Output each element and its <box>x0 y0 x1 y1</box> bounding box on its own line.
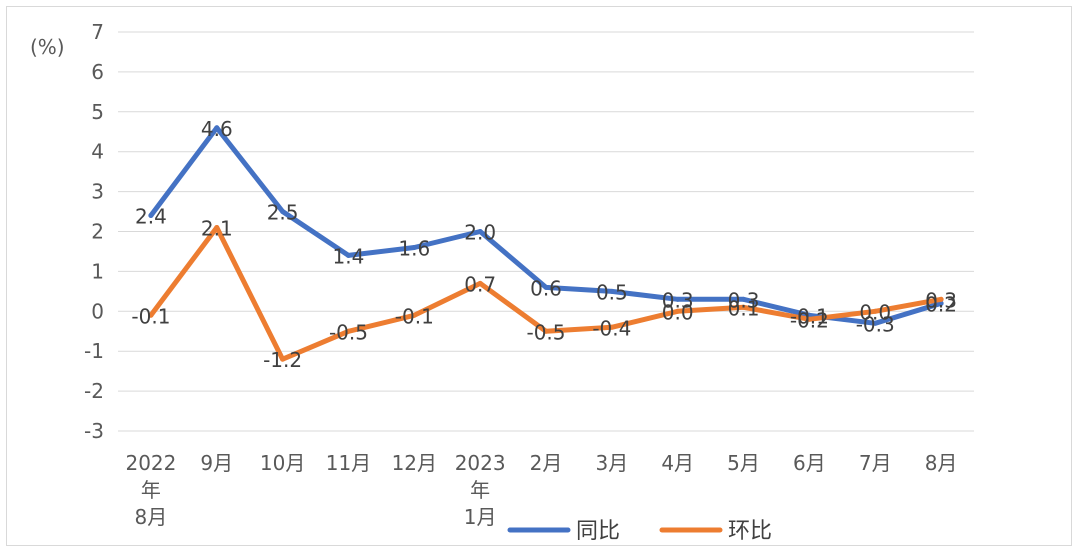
data-label: -0.3 <box>856 312 895 336</box>
x-tick-label: 9月 <box>200 451 233 475</box>
data-label: 0.0 <box>662 300 694 324</box>
y-tick-label: 1 <box>91 259 104 283</box>
y-tick-label: 0 <box>91 299 104 323</box>
data-label: 1.4 <box>333 244 365 268</box>
legend-label: 环比 <box>728 519 772 544</box>
y-tick-label: -2 <box>84 379 104 403</box>
y-tick-label: -3 <box>84 419 104 443</box>
data-point <box>148 213 154 219</box>
grid <box>118 31 974 432</box>
chart-frame <box>6 6 1072 546</box>
data-point <box>675 308 681 314</box>
data-point <box>345 328 351 334</box>
x-tick-label: 2023 年 1月 <box>455 451 506 529</box>
data-point <box>543 284 549 290</box>
data-point <box>214 125 220 131</box>
data-point <box>214 225 220 231</box>
y-axis-ticks: -3 -2 -1 0 1 2 3 4 5 6 7 <box>84 20 104 443</box>
data-point <box>741 296 747 302</box>
data-label: -0.2 <box>790 308 829 332</box>
x-tick-label: 6月 <box>793 451 826 475</box>
data-label: -0.1 <box>790 304 829 328</box>
data-point <box>477 280 483 286</box>
x-tick-label: 10月 <box>260 451 305 475</box>
data-label: 0.5 <box>596 280 628 304</box>
y-tick-label: 5 <box>91 100 104 124</box>
x-tick-label: 4月 <box>661 451 694 475</box>
data-label: 0.6 <box>530 276 562 300</box>
x-tick-label: 5月 <box>727 451 760 475</box>
x-tick-label: 3月 <box>595 451 628 475</box>
x-tick-label: 11月 <box>326 451 371 475</box>
data-point <box>806 316 812 322</box>
data-label: 2.0 <box>464 221 496 245</box>
x-tick-label: 7月 <box>859 451 892 475</box>
data-point <box>609 288 615 294</box>
data-point <box>345 252 351 258</box>
data-point <box>411 312 417 318</box>
data-point <box>609 324 615 330</box>
data-point <box>280 209 286 215</box>
data-label: 0.7 <box>464 272 496 296</box>
data-label: -0.5 <box>526 320 565 344</box>
x-tick-label: 2月 <box>530 451 563 475</box>
legend-label: 同比 <box>576 519 620 544</box>
data-point <box>411 244 417 250</box>
x-tick-label: 2022 年 8月 <box>125 451 176 529</box>
data-label: 0.3 <box>925 288 957 312</box>
data-point <box>872 308 878 314</box>
y-tick-label: 2 <box>91 220 104 244</box>
data-label: 4.6 <box>201 117 233 141</box>
data-point <box>938 296 944 302</box>
data-label: 2.4 <box>135 205 167 229</box>
series-lines <box>148 125 944 362</box>
data-label: -0.4 <box>592 316 631 340</box>
y-tick-label: 4 <box>91 140 104 164</box>
data-label: 0.3 <box>662 288 694 312</box>
data-point <box>148 312 154 318</box>
data-label: -0.5 <box>329 320 368 344</box>
data-label: -0.1 <box>395 304 434 328</box>
x-tick-label: 12月 <box>392 451 437 475</box>
data-labels: 2.44.62.51.4 1.62.00.6 0.5 0.3 0.3-0.1 -0.30.… <box>131 117 957 372</box>
data-label: 0.2 <box>925 292 957 316</box>
data-point <box>280 356 286 362</box>
data-label: 2.5 <box>267 201 299 225</box>
data-label: 0.3 <box>728 288 760 312</box>
data-label: -1.2 <box>263 348 302 372</box>
x-tick-label: 8月 <box>925 451 958 475</box>
data-label: -0.1 <box>131 304 170 328</box>
data-label: 0.1 <box>728 296 760 320</box>
data-point <box>477 229 483 234</box>
data-point <box>741 304 747 310</box>
x-axis-labels: 2022 年 8月 9月 10月 11月 12月 2023 年 1月 2月 3月 4月 5月 6月 7月 8月 <box>125 451 957 529</box>
data-point <box>675 296 681 302</box>
data-point <box>872 320 878 326</box>
y-tick-label: 7 <box>91 20 104 44</box>
y-tick-label: -1 <box>84 339 104 363</box>
data-label: 0.0 <box>859 300 891 324</box>
data-label: 2.1 <box>201 217 233 241</box>
legend: 同比 环比 <box>507 519 772 544</box>
data-point <box>543 328 549 334</box>
y-tick-label: 3 <box>91 180 104 204</box>
data-label: 1.6 <box>398 236 430 260</box>
y-tick-label: 6 <box>91 60 104 84</box>
y-unit-label: (%) <box>30 35 65 59</box>
